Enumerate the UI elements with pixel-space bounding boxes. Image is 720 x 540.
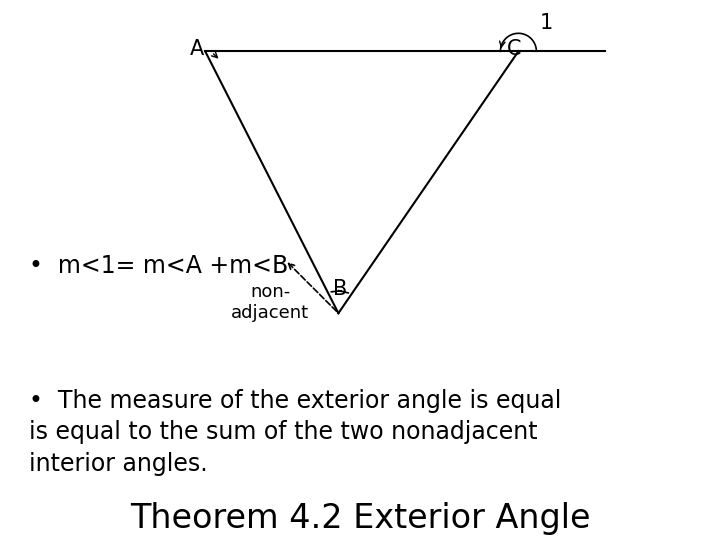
Text: •  The measure of the exterior angle is equal
is equal to the sum of the two non: • The measure of the exterior angle is e… — [29, 389, 561, 476]
Text: 1: 1 — [540, 14, 553, 33]
Text: B: B — [333, 279, 348, 299]
Text: C: C — [507, 39, 522, 59]
Text: non-
adjacent: non- adjacent — [231, 283, 310, 322]
Text: Theorem 4.2 Exterior Angle
Theorem: Theorem 4.2 Exterior Angle Theorem — [130, 502, 590, 540]
Text: •  m<1= m<A +m<B: • m<1= m<A +m<B — [29, 254, 288, 278]
Text: A: A — [190, 39, 204, 59]
